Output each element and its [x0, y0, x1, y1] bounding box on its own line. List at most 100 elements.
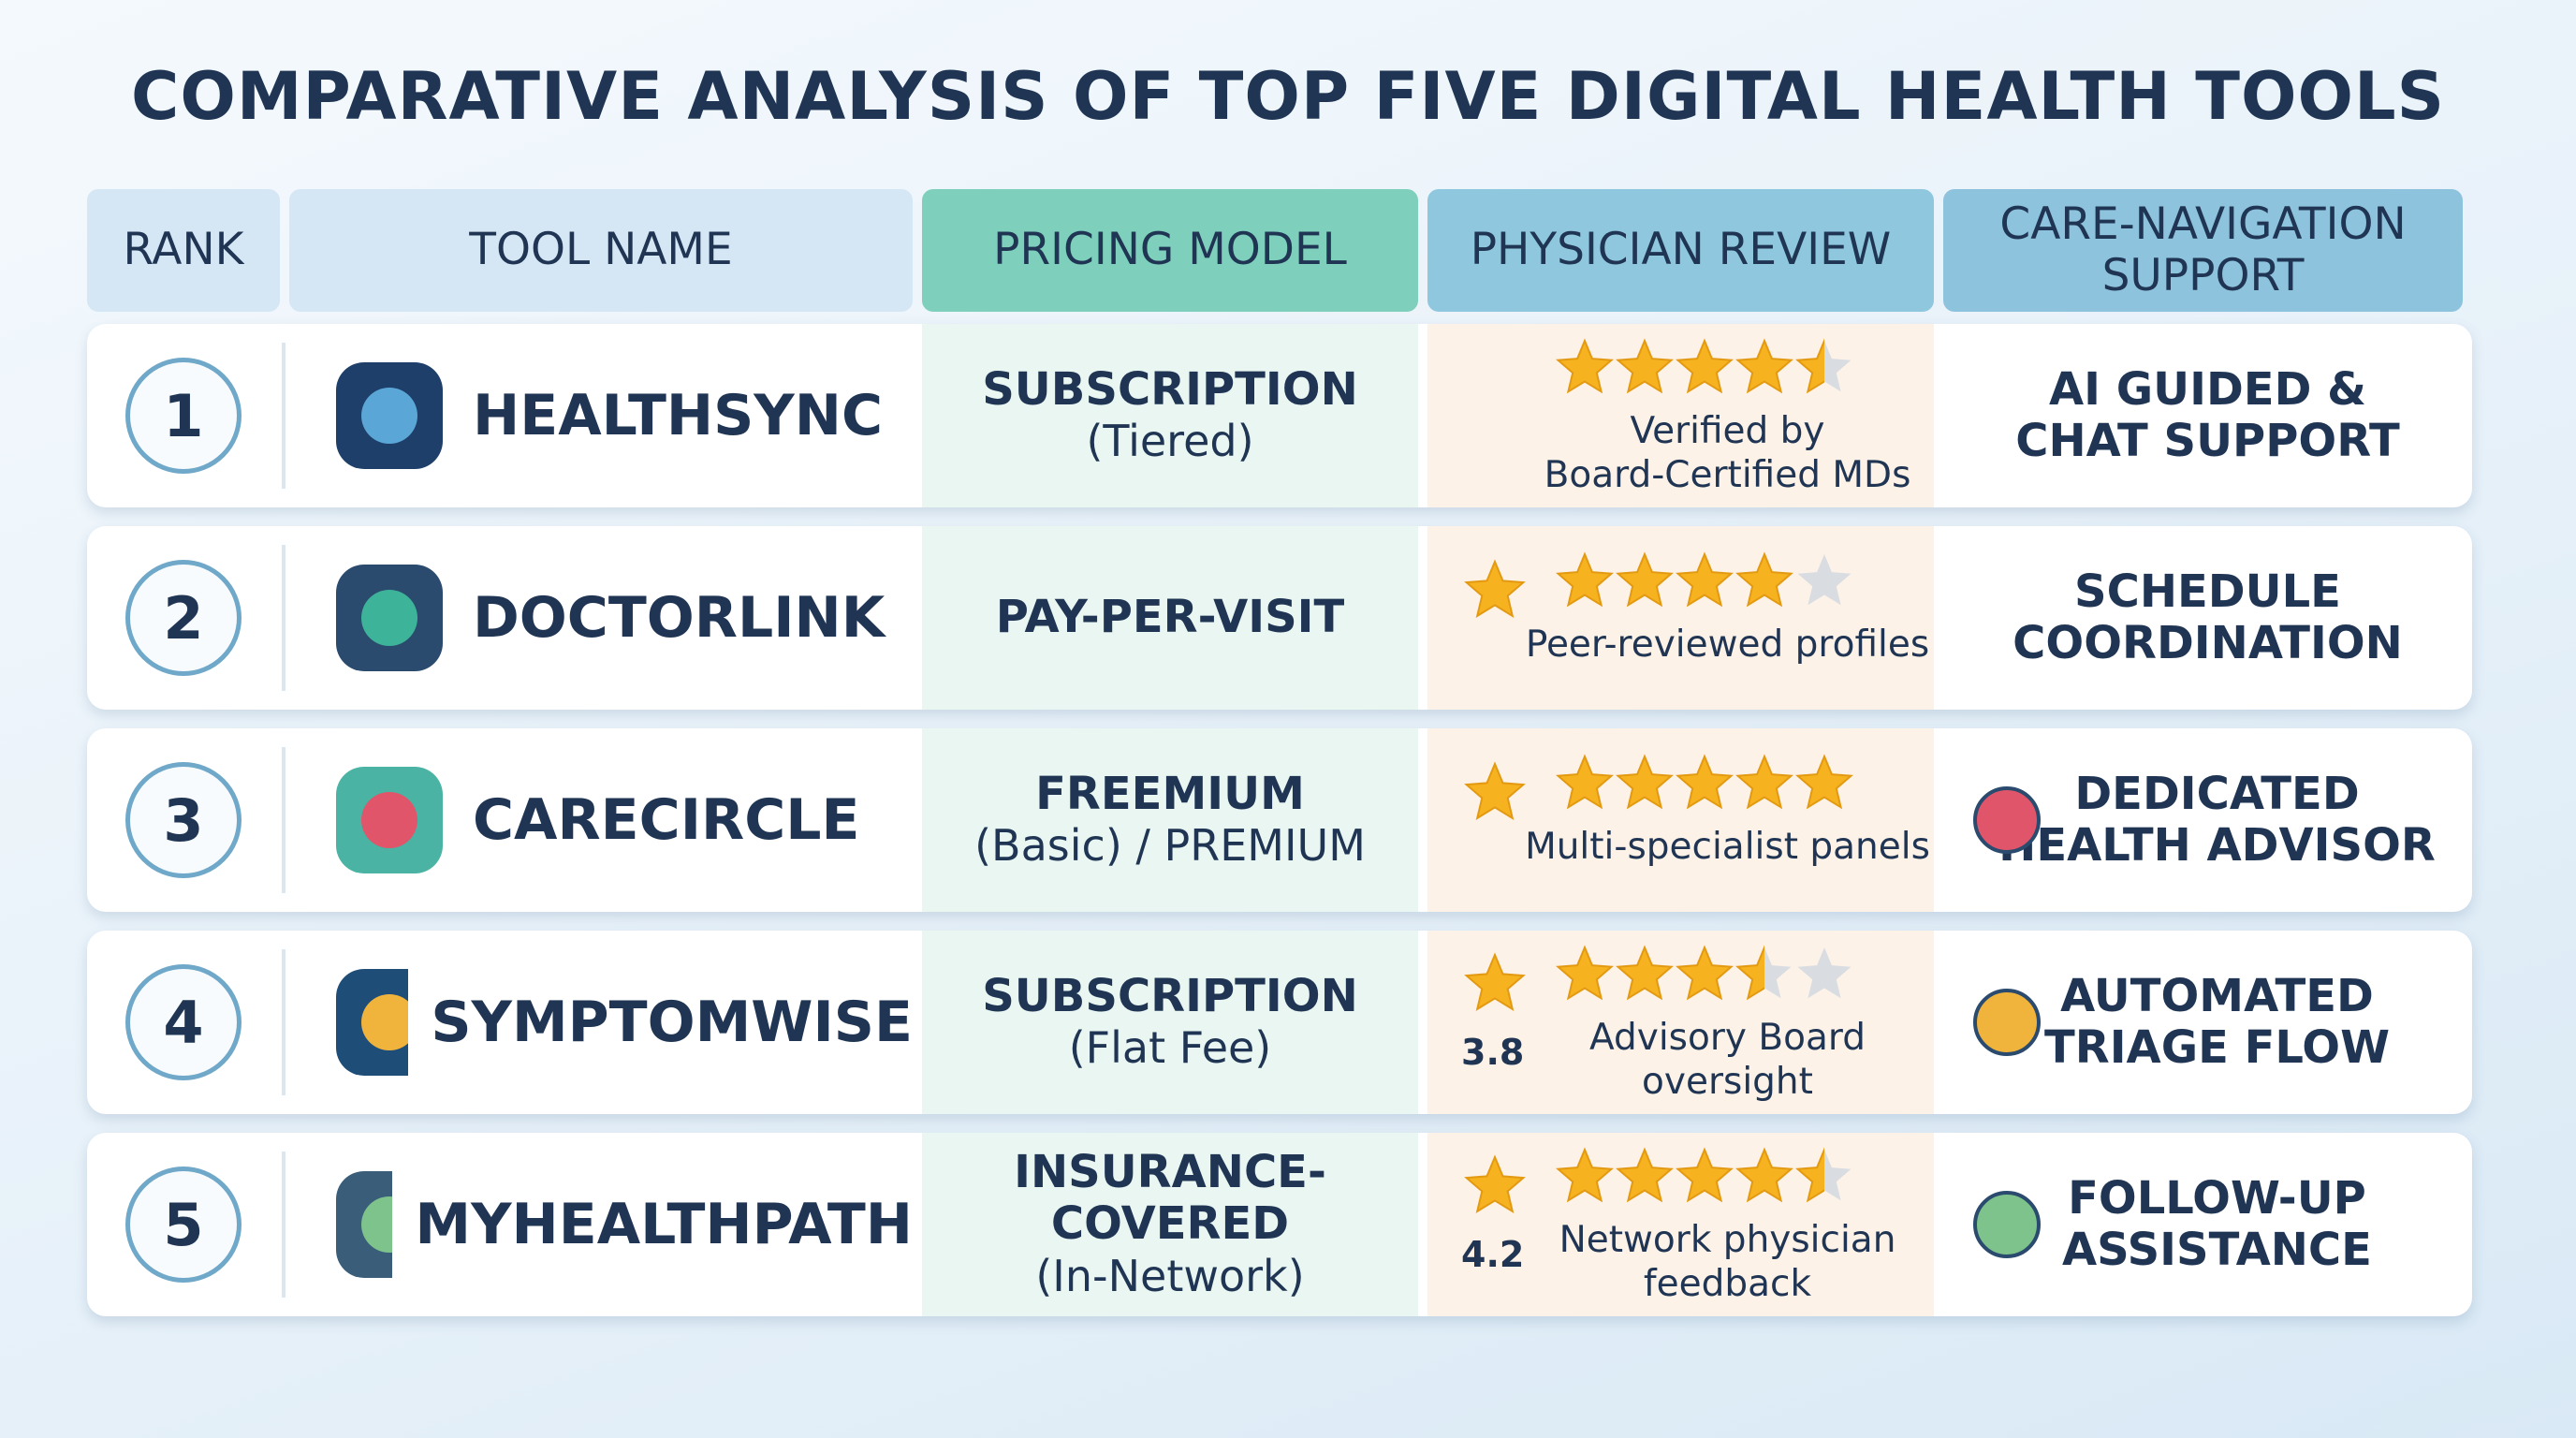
- rank-cell: 1: [87, 324, 280, 507]
- pricing-main: INSURANCE-COVERED: [1014, 1146, 1326, 1251]
- star-rating: [1556, 338, 1852, 394]
- review-text: Verified by Board-Certified MDs: [1521, 410, 1934, 498]
- support-text: AUTOMATED TRIAGE FLOW: [2026, 969, 2391, 1074]
- support-icon: [1973, 786, 2041, 854]
- support-line: TRIAGE FLOW: [2043, 1021, 2391, 1074]
- support-text: SCHEDULE COORDINATION: [2012, 565, 2403, 669]
- tool-name: HEALTHSYNC: [473, 383, 883, 448]
- review-line: Peer-reviewed profiles: [1525, 624, 1930, 666]
- review-cell: Verified by Board-Certified MDs: [1427, 324, 1934, 507]
- review-text: Advisory Board oversight: [1521, 1017, 1934, 1105]
- star: [1676, 338, 1734, 394]
- tool-name: DOCTORLINK: [473, 585, 886, 651]
- header-cell: PRICING MODEL: [922, 189, 1418, 312]
- tool-cell: CARECIRCLE: [289, 728, 913, 912]
- star: [1735, 754, 1793, 810]
- support-line: COORDINATION: [2012, 617, 2403, 669]
- pricing-note: (Flat Fee): [1068, 1022, 1272, 1073]
- support-text: DEDICATED HEALTH ADVISOR: [1980, 767, 2436, 872]
- pricing-cell: PAY-PER-VISIT: [922, 526, 1418, 710]
- tool-cell: DOCTORLINK: [289, 526, 913, 710]
- support-text: FOLLOW-UP ASSISTANCE: [2043, 1171, 2372, 1276]
- star: [1676, 551, 1734, 608]
- header-cell: RANK: [87, 189, 280, 312]
- badge-star: [1464, 559, 1526, 619]
- support-line: DEDICATED: [2074, 767, 2360, 820]
- rank-badge: 4: [125, 964, 242, 1080]
- separator: [282, 747, 285, 893]
- support-cell: FOLLOW-UP ASSISTANCE: [1943, 1133, 2472, 1316]
- support-line: AUTOMATED: [2060, 969, 2374, 1022]
- support-icon: [1973, 1191, 2041, 1258]
- star: [1556, 1147, 1614, 1203]
- star: [1676, 1147, 1734, 1203]
- star: [1556, 754, 1614, 810]
- star: [1735, 945, 1764, 1001]
- pricing-note: (Basic) / PREMIUM: [974, 820, 1366, 871]
- star: [1556, 945, 1614, 1001]
- star: [1676, 945, 1734, 1001]
- support-line: AI GUIDED &: [2049, 362, 2366, 416]
- rank-badge: 1: [125, 358, 242, 474]
- tool-icon: [336, 767, 443, 873]
- star-empty: [1797, 947, 1852, 999]
- rank-cell: 4: [87, 931, 280, 1114]
- tool-icon: [336, 565, 443, 671]
- star-rating: [1464, 551, 1852, 619]
- review-score: 3.8: [1461, 1032, 1525, 1073]
- rank-cell: 3: [87, 728, 280, 912]
- support-line: FOLLOW-UP: [2068, 1171, 2366, 1225]
- star: [1735, 551, 1793, 608]
- star: [1616, 551, 1674, 608]
- support-icon: [1973, 989, 2041, 1056]
- tool-name: CARECIRCLE: [473, 787, 860, 853]
- row-card: 2 DOCTORLINK PAY-PER-VISIT Peer-reviewed pr…: [87, 526, 2472, 710]
- star: [1795, 754, 1853, 810]
- pricing-note: (Tiered): [1086, 416, 1254, 466]
- review-text: Peer-reviewed profiles: [1521, 624, 1934, 668]
- tool-name: SYMPTOMWISE: [431, 990, 913, 1055]
- star: [1795, 1147, 1824, 1203]
- star-empty: [1797, 554, 1852, 606]
- review-line: Advisory Board: [1589, 1017, 1866, 1059]
- star: [1735, 338, 1793, 394]
- review-cell: 4.2 Network physician feedback: [1427, 1133, 1934, 1316]
- row-card: 4 SYMPTOMWISE SUBSCRIPTION (Flat Fee) 3.8 Adv…: [87, 931, 2472, 1114]
- review-line: oversight: [1642, 1060, 1813, 1103]
- star-rating: [1464, 945, 1852, 1012]
- support-cell: SCHEDULE COORDINATION: [1943, 526, 2472, 710]
- row-card: 1 HEALTHSYNC SUBSCRIPTION (Tiered) Verified …: [87, 324, 2472, 507]
- star: [1556, 338, 1614, 394]
- star: [1795, 338, 1824, 394]
- review-cell: 3.8 Advisory Board oversight: [1427, 931, 1934, 1114]
- tool-name: MYHEALTHPATH: [415, 1192, 913, 1257]
- star-rating: [1464, 1147, 1852, 1214]
- row-card: 3 CARECIRCLE FREEMIUM (Basic) / PREMIUM Mult…: [87, 728, 2472, 912]
- star: [1616, 338, 1674, 394]
- support-line: CHAT SUPPORT: [2015, 415, 2400, 467]
- star: [1616, 1147, 1674, 1203]
- star: [1616, 754, 1674, 810]
- tool-cell: MYHEALTHPATH: [289, 1133, 913, 1316]
- star: [1556, 551, 1614, 608]
- tool-cell: HEALTHSYNC: [289, 324, 913, 507]
- rank-badge: 2: [125, 560, 242, 676]
- support-cell: AUTOMATED TRIAGE FLOW: [1943, 931, 2472, 1114]
- review-line: Verified by: [1630, 410, 1825, 452]
- page-title: COMPARATIVE ANALYSIS OF TOP FIVE DIGITAL…: [131, 58, 2445, 135]
- pricing-note: (In-Network): [1035, 1250, 1305, 1301]
- review-score: 4.2: [1461, 1234, 1525, 1275]
- pricing-main: SUBSCRIPTION: [982, 969, 1358, 1022]
- separator: [282, 949, 285, 1095]
- support-line: ASSISTANCE: [2062, 1224, 2372, 1276]
- support-text: AI GUIDED & CHAT SUPPORT: [2015, 362, 2400, 467]
- star: [1676, 754, 1734, 810]
- rank-badge: 3: [125, 762, 242, 878]
- header-cell: CARE-NAVIGATION SUPPORT: [1943, 189, 2463, 312]
- support-line: SCHEDULE: [2074, 565, 2341, 618]
- tool-icon: [336, 362, 443, 469]
- support-cell: DEDICATED HEALTH ADVISOR: [1943, 728, 2472, 912]
- review-text: Network physician feedback: [1521, 1219, 1934, 1307]
- review-line: Board-Certified MDs: [1544, 453, 1911, 496]
